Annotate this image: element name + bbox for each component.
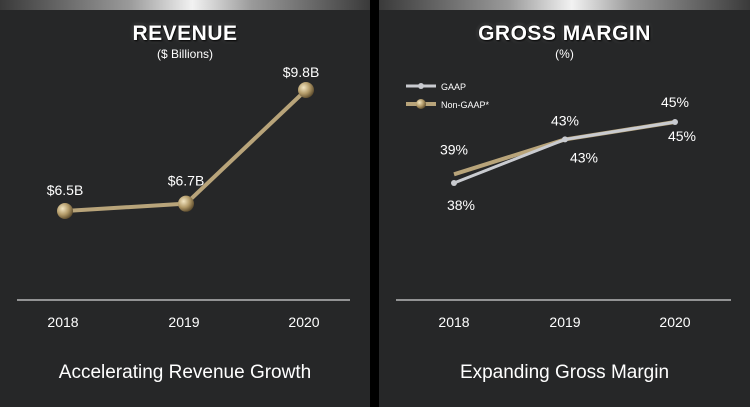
gaap-point: [672, 119, 678, 125]
non-gaap-data-label: 43%: [551, 112, 579, 128]
gaap-data-label: 45%: [668, 128, 696, 144]
gross-margin-chart: 39% 43% 45% 38% 43% 45% GAAP Non-GAAP* 2018 2019 2…: [396, 82, 731, 330]
x-tick-label: 2018: [438, 314, 469, 330]
gaap-point: [451, 180, 457, 186]
revenue-line: [64, 88, 308, 213]
panel-top-bar: [0, 0, 370, 10]
gaap-point: [562, 136, 568, 143]
legend-gaap-label: GAAP: [441, 82, 466, 92]
gaap-line: [453, 120, 676, 185]
revenue-panel: REVENUE ($ Billions) $6.5B $6.7B $9.8B 2018…: [0, 0, 370, 407]
revenue-point: [298, 82, 314, 98]
revenue-point: [57, 203, 73, 219]
x-tick-label: 2019: [549, 314, 580, 330]
revenue-chart: $6.5B $6.7B $9.8B 2018 2019 2020: [17, 64, 350, 330]
revenue-data-label: $9.8B: [283, 64, 320, 80]
legend-non-gaap-marker: [416, 99, 426, 109]
panel-top-bar: [379, 0, 750, 10]
non-gaap-data-label: 45%: [661, 94, 689, 110]
revenue-data-label: $6.5B: [47, 182, 84, 198]
non-gaap-data-label: 39%: [440, 141, 468, 157]
revenue-subtitle: ($ Billions): [156, 47, 213, 61]
gross-margin-title: GROSS MARGIN: [478, 22, 651, 45]
legend-gaap-marker: [418, 83, 424, 89]
revenue-point: [178, 195, 194, 212]
non-gaap-line: [453, 120, 676, 177]
x-tick-label: 2018: [47, 314, 78, 330]
x-tick-label: 2020: [288, 314, 319, 330]
x-tick-label: 2020: [659, 314, 690, 330]
revenue-title: REVENUE: [132, 22, 238, 45]
revenue-data-label: $6.7B: [168, 173, 205, 189]
gaap-data-label: 43%: [570, 149, 598, 165]
x-tick-label: 2019: [168, 314, 199, 330]
revenue-caption: Accelerating Revenue Growth: [58, 362, 312, 383]
gross-margin-caption: Expanding Gross Margin: [459, 362, 670, 383]
gaap-data-label: 38%: [447, 197, 475, 213]
gross-margin-subtitle: (%): [555, 47, 574, 61]
gross-margin-panel: GROSS MARGIN (%) 39% 43% 45% 38% 43% 45% GAAP N…: [379, 0, 750, 407]
legend-non-gaap-label: Non-GAAP*: [441, 100, 490, 110]
